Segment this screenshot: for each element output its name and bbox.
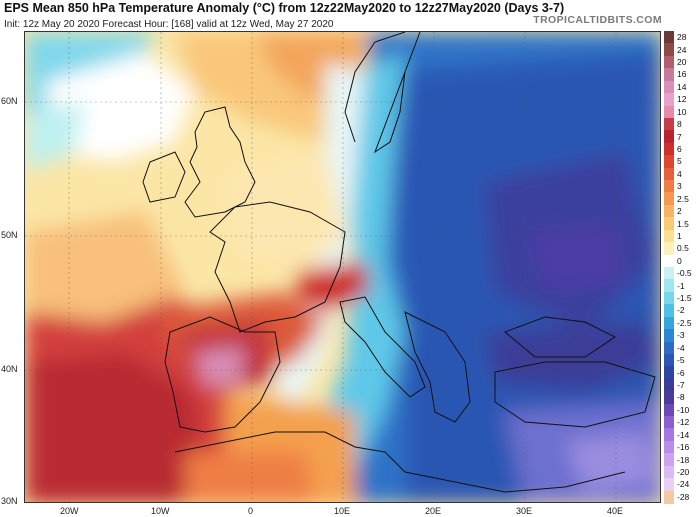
scale-label: -0.5 [677, 268, 692, 279]
scale-swatch [664, 204, 674, 218]
scale-swatch [664, 80, 674, 94]
scale-swatch [664, 267, 674, 280]
scale-swatch [664, 341, 674, 355]
scale-label: 4 [677, 168, 682, 179]
scale-label: 1 [677, 230, 682, 241]
lon-label-30e: 30E [516, 506, 533, 516]
scale-swatch [664, 93, 674, 107]
scale-swatch [664, 242, 674, 256]
lat-label-60n: 60N [1, 96, 18, 106]
scale-label: 3 [677, 181, 682, 192]
scale-swatch [664, 167, 674, 181]
scale-swatch [664, 453, 674, 467]
color-scale-legend: 28 24 20 16 14 12 10 8 7 6 5 4 3 2.5 2 1.5 1 0.5 0 -0.5 -1 -1… [662, 31, 700, 504]
scale-label: 0.5 [677, 243, 689, 254]
scale-swatch [664, 490, 674, 504]
scale-label: -16 [677, 442, 690, 453]
scale-label: 6 [677, 144, 682, 154]
scale-swatch [664, 291, 674, 305]
scale-swatch [664, 391, 674, 405]
scale-label: -24 [677, 479, 690, 490]
scale-label: -8 [677, 392, 685, 403]
lat-label-30n: 30N [1, 496, 18, 506]
scale-swatch [664, 55, 674, 69]
scale-label: -1 [677, 280, 685, 291]
scale-swatch [664, 403, 674, 417]
scale-label: -6 [677, 367, 685, 378]
scale-swatch [664, 378, 674, 392]
scale-label: 7 [677, 131, 682, 142]
lon-label-0: 0 [248, 506, 254, 516]
scale-swatch [664, 329, 674, 343]
scale-swatch [664, 304, 674, 318]
scale-label: 14 [677, 81, 687, 92]
scale-swatch [664, 478, 674, 492]
anomaly-map [24, 31, 661, 503]
lon-label-20e: 20E [425, 506, 442, 516]
scale-swatch [664, 192, 674, 206]
scale-swatch [664, 254, 674, 268]
scale-swatch [664, 142, 674, 156]
brand-watermark: TROPICALTIDBITS.COM [533, 14, 662, 26]
map-subtitle: Init: 12z May 20 2020 Forecast Hour: [16… [4, 19, 334, 30]
scale-swatch [664, 130, 674, 144]
scale-swatch [664, 180, 674, 194]
scale-label: -18 [677, 454, 690, 465]
scale-swatch [664, 316, 674, 330]
scale-swatch [664, 43, 674, 57]
scale-swatch [664, 416, 674, 430]
scale-label: 16 [677, 69, 687, 80]
lon-label-20w: 20W [60, 506, 79, 516]
scale-label: -20 [677, 466, 690, 477]
anomaly-shading [25, 32, 660, 502]
scale-swatch [664, 229, 674, 243]
scale-label: 5 [677, 156, 682, 167]
scale-swatch [664, 217, 674, 231]
scale-swatch [664, 31, 674, 44]
scale-swatch [664, 465, 674, 479]
scale-label: -10 [677, 404, 690, 415]
scale-label: 28 [677, 32, 687, 43]
lat-label-50n: 50N [1, 230, 18, 240]
scale-label: 2.5 [677, 193, 689, 204]
scale-swatch [664, 428, 674, 442]
scale-swatch [664, 105, 674, 119]
scale-swatch [664, 366, 674, 380]
lon-label-10w: 10W [151, 506, 170, 516]
scale-label: 20 [677, 57, 687, 68]
scale-label: -14 [677, 429, 690, 440]
map-title: EPS Mean 850 hPa Temperature Anomaly (°C… [4, 1, 565, 15]
scale-label: -2 [677, 305, 685, 316]
scale-swatch [664, 279, 674, 293]
scale-label: -28 [677, 491, 690, 502]
scale-label: -1.5 [677, 293, 692, 304]
scale-label: 0 [677, 255, 682, 266]
coastlines [142, 32, 656, 493]
scale-swatch [664, 353, 674, 367]
scale-label: -7 [677, 380, 685, 390]
scale-label: 2 [677, 206, 682, 217]
scale-swatch [664, 68, 674, 82]
lat-label-40n: 40N [1, 364, 18, 374]
scale-label: 1.5 [677, 218, 689, 229]
scale-label: -12 [677, 417, 690, 428]
lon-label-40e: 40E [607, 506, 624, 516]
lon-label-10e: 10E [334, 506, 351, 516]
anomaly-map-canvas [25, 32, 660, 502]
scale-label: 12 [677, 94, 687, 105]
scale-label: -3 [677, 330, 685, 341]
scale-label: 8 [677, 119, 682, 130]
graticule [25, 32, 660, 502]
scale-label: -4 [677, 342, 685, 353]
scale-swatch [664, 155, 674, 169]
scale-label: -5 [677, 355, 685, 366]
scale-label: 24 [677, 44, 687, 55]
scale-label: -2.5 [677, 317, 692, 328]
scale-label: 10 [677, 106, 687, 117]
scale-swatch [664, 440, 674, 454]
scale-swatch [664, 117, 674, 131]
